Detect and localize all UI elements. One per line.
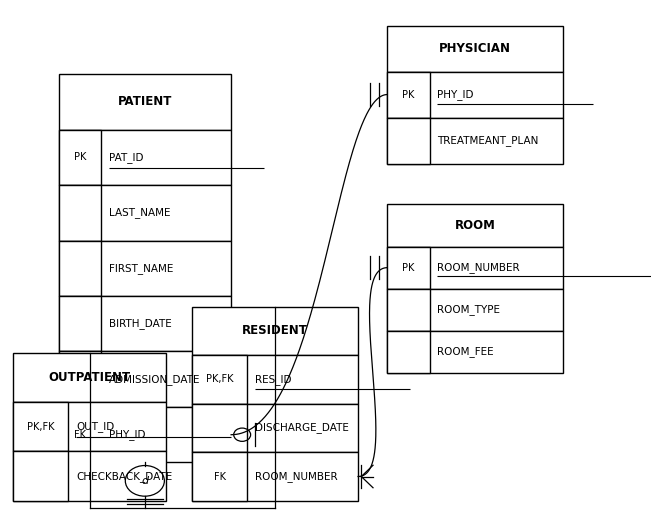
Bar xyxy=(192,452,358,501)
Text: RES_ID: RES_ID xyxy=(255,374,292,385)
Bar xyxy=(192,452,247,501)
Text: RESIDENT: RESIDENT xyxy=(242,324,308,337)
Bar xyxy=(192,355,247,404)
Text: ROOM_NUMBER: ROOM_NUMBER xyxy=(437,262,520,273)
Bar xyxy=(192,355,358,404)
Text: FK: FK xyxy=(74,430,86,439)
Bar xyxy=(59,352,101,407)
Bar xyxy=(387,331,430,373)
Bar xyxy=(387,72,430,118)
Bar xyxy=(59,130,101,185)
Text: BIRTH_DATE: BIRTH_DATE xyxy=(109,318,171,329)
Text: FIRST_NAME: FIRST_NAME xyxy=(109,263,173,274)
Bar xyxy=(387,118,563,164)
Bar xyxy=(387,331,563,373)
Bar xyxy=(192,404,358,452)
Text: ROOM_NUMBER: ROOM_NUMBER xyxy=(255,471,338,482)
Bar xyxy=(59,296,101,352)
Bar xyxy=(387,289,430,331)
Bar xyxy=(59,241,101,296)
Bar xyxy=(59,185,101,241)
Bar xyxy=(387,26,563,72)
Bar xyxy=(387,246,563,289)
Text: CHECKBACK_DATE: CHECKBACK_DATE xyxy=(76,471,173,481)
Bar xyxy=(13,451,166,501)
Text: ROOM_TYPE: ROOM_TYPE xyxy=(437,305,501,315)
Bar xyxy=(59,130,231,185)
Bar xyxy=(13,402,166,451)
Text: DISCHARGE_DATE: DISCHARGE_DATE xyxy=(255,423,349,433)
Text: PAT_ID: PAT_ID xyxy=(109,152,143,163)
Text: FK: FK xyxy=(214,472,226,481)
Text: PK: PK xyxy=(402,263,415,273)
Bar xyxy=(59,74,231,130)
Text: OUT_ID: OUT_ID xyxy=(76,421,115,432)
Text: ADMISSION_DATE: ADMISSION_DATE xyxy=(109,374,201,385)
Bar xyxy=(387,289,563,331)
Text: OUTPATIENT: OUTPATIENT xyxy=(48,371,131,384)
Bar xyxy=(59,407,231,462)
Bar xyxy=(13,451,68,501)
Text: PK: PK xyxy=(402,89,415,100)
Bar xyxy=(59,296,231,352)
Text: PK: PK xyxy=(74,152,86,162)
Bar xyxy=(13,353,166,402)
Bar xyxy=(387,204,563,246)
Text: PHY_ID: PHY_ID xyxy=(109,429,145,440)
Bar xyxy=(59,407,101,462)
Text: PATIENT: PATIENT xyxy=(118,96,172,108)
Text: PK,FK: PK,FK xyxy=(27,422,55,432)
Text: TREATMEANT_PLAN: TREATMEANT_PLAN xyxy=(437,135,539,146)
Bar xyxy=(59,185,231,241)
Bar xyxy=(13,402,68,451)
Bar xyxy=(59,241,231,296)
Bar xyxy=(387,72,563,118)
Bar xyxy=(387,118,430,164)
Text: PHY_ID: PHY_ID xyxy=(437,89,474,100)
Text: ROOM: ROOM xyxy=(455,219,495,232)
Bar xyxy=(387,246,430,289)
Text: PHYSICIAN: PHYSICIAN xyxy=(439,42,511,55)
Text: d: d xyxy=(141,476,148,486)
Bar xyxy=(59,352,231,407)
Bar xyxy=(192,307,358,355)
Text: LAST_NAME: LAST_NAME xyxy=(109,207,170,218)
Bar xyxy=(192,404,247,452)
Text: ROOM_FEE: ROOM_FEE xyxy=(437,346,494,357)
Text: PK,FK: PK,FK xyxy=(206,375,234,384)
